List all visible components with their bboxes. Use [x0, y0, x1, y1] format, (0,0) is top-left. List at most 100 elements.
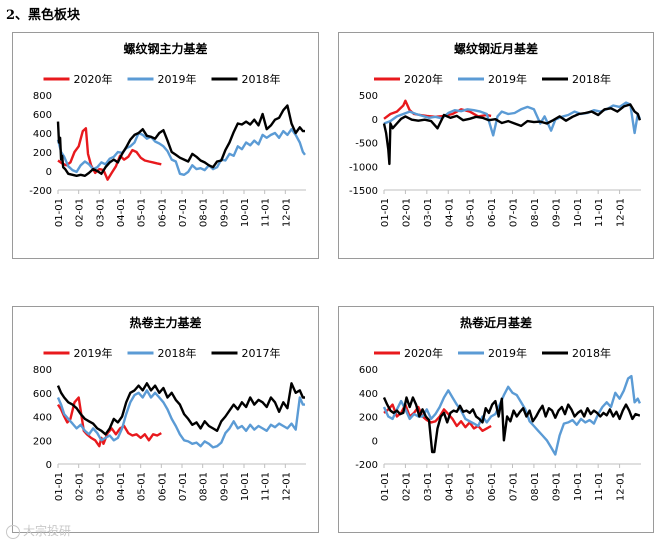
y-tick-label-2: 400: [33, 413, 52, 424]
series-line-2: [382, 396, 641, 454]
watermark-text: 大宗投研: [23, 524, 72, 538]
x-tick-label-2: 03-01: [95, 472, 106, 501]
x-tick-label-9: 10-01: [573, 472, 584, 501]
y-tick-label-4: 600: [359, 365, 378, 376]
x-tick-label-7: 08-01: [199, 472, 210, 501]
section-heading: 2、黑色板块: [6, 8, 81, 23]
y-tick-label-0: -200: [355, 460, 378, 471]
y-tick-label-2: 200: [359, 413, 378, 424]
x-tick-label-0: 01-01: [380, 198, 391, 227]
x-tick-label-7: 08-01: [530, 198, 541, 227]
series-line-1: [382, 374, 641, 456]
x-tick-label-5: 06-01: [487, 472, 498, 501]
watermark: 大宗投研: [6, 522, 71, 539]
x-tick-label-3: 04-01: [116, 472, 127, 501]
x-tick-label-3: 04-01: [444, 198, 455, 227]
series-line-2: [56, 382, 305, 436]
x-tick-label-9: 10-01: [240, 472, 251, 501]
x-tick-label-4: 05-01: [466, 198, 477, 227]
chart-panel-hrc-nearby-basis: 热卷近月基差 2020年 2019年 2018年 -200 0 200 400 600 01-01…: [338, 306, 654, 533]
series-line-1: [56, 389, 305, 449]
y-tick-label-0: -200: [29, 186, 52, 197]
x-tick-label-10: 11-01: [594, 472, 605, 501]
y-tick-label-3: 400: [33, 129, 52, 140]
legend-label-1: 2019年: [488, 72, 527, 86]
chart-svg: 螺纹钢近月基差 2020年 2019年 2018年 -1500 -1000 -500 0 500…: [349, 41, 642, 227]
series-line-0: [383, 99, 492, 120]
legend-label-0: 2019年: [74, 346, 113, 360]
x-tick-label-11: 12-01: [281, 198, 292, 227]
legend-label-0: 2020年: [404, 346, 443, 360]
series-line-0: [56, 396, 162, 448]
x-tick-label-5: 06-01: [157, 198, 168, 227]
y-tick-label-2: 200: [33, 148, 52, 159]
x-tick-label-4: 05-01: [466, 472, 477, 501]
legend-label-2: 2018年: [242, 72, 281, 86]
series-line-0: [383, 403, 492, 432]
chart-title: 螺纹钢近月基差: [454, 41, 538, 56]
legend-label-1: 2018年: [158, 346, 197, 360]
x-tick-label-1: 02-01: [401, 472, 412, 501]
x-tick-label-8: 09-01: [551, 472, 562, 501]
x-tick-label-10: 11-01: [261, 198, 272, 227]
x-tick-label-10: 11-01: [594, 198, 605, 227]
legend-label-1: 2019年: [158, 72, 197, 86]
y-tick-label-5: 800: [33, 91, 52, 102]
chart-title: 螺纹钢主力基差: [123, 41, 207, 56]
x-tick-label-7: 08-01: [530, 472, 541, 501]
x-tick-label-1: 02-01: [401, 198, 412, 227]
y-tick-label-1: 0: [372, 436, 378, 447]
x-tick-label-4: 05-01: [137, 472, 148, 501]
x-tick-label-1: 02-01: [75, 472, 86, 501]
y-tick-label-4: 800: [33, 365, 52, 376]
x-tick-label-6: 07-01: [178, 472, 189, 501]
x-tick-label-9: 10-01: [240, 198, 251, 227]
chart-panel-rebar-nearby-basis: 螺纹钢近月基差 2020年 2019年 2018年 -1500 -1000 -500 0 500…: [338, 32, 654, 259]
x-tick-label-2: 03-01: [423, 472, 434, 501]
x-tick-label-3: 04-01: [444, 472, 455, 501]
x-tick-label-10: 11-01: [261, 472, 272, 501]
legend-label-0: 2020年: [74, 72, 113, 86]
series-line-2: [382, 103, 642, 166]
x-tick-label-5: 06-01: [487, 198, 498, 227]
series-line-0: [57, 127, 162, 181]
x-tick-label-1: 02-01: [75, 198, 86, 227]
x-tick-label-11: 12-01: [281, 472, 292, 501]
x-tick-label-4: 05-01: [137, 198, 148, 227]
x-tick-label-11: 12-01: [616, 198, 627, 227]
y-tick-label-3: 400: [359, 389, 378, 400]
chart-svg: 螺纹钢主力基差 2020年 2019年 2018年 -200 0 200 400 600 800 0…: [29, 41, 306, 227]
legend-label-1: 2019年: [488, 346, 527, 360]
y-tick-label-4: 500: [359, 91, 378, 102]
x-tick-label-9: 10-01: [573, 198, 584, 227]
x-tick-label-5: 06-01: [157, 472, 168, 501]
y-tick-label-2: -500: [355, 139, 378, 150]
chart-panel-hrc-main-basis: 热卷主力基差 2019年 2018年 2017年 0 200 400 600 800 01-01 0…: [12, 306, 319, 533]
y-tick-label-1: 0: [46, 167, 52, 178]
x-tick-label-0: 01-01: [54, 198, 65, 227]
x-tick-label-8: 09-01: [219, 472, 230, 501]
x-tick-label-3: 04-01: [116, 198, 127, 227]
chart-svg: 热卷主力基差 2019年 2018年 2017年 0 200 400 600 800 01-01 0…: [33, 315, 306, 501]
series-line-2: [56, 104, 305, 177]
x-tick-label-8: 09-01: [551, 198, 562, 227]
y-tick-label-3: 600: [33, 389, 52, 400]
y-tick-label-0: -1500: [349, 186, 378, 197]
legend-label-2: 2018年: [572, 72, 611, 86]
legend-label-2: 2017年: [242, 346, 281, 360]
x-tick-label-6: 07-01: [509, 198, 520, 227]
chart-panel-rebar-main-basis: 螺纹钢主力基差 2020年 2019年 2018年 -200 0 200 400 600 800 0…: [12, 32, 319, 259]
x-tick-label-6: 07-01: [509, 472, 520, 501]
chart-title: 热卷主力基差: [129, 315, 201, 330]
y-tick-label-0: 0: [46, 460, 52, 471]
x-tick-label-7: 08-01: [199, 198, 210, 227]
x-tick-label-0: 01-01: [54, 472, 65, 501]
y-tick-label-1: 200: [33, 436, 52, 447]
chart-svg: 热卷近月基差 2020年 2019年 2018年 -200 0 200 400 600 01-01…: [355, 315, 641, 501]
x-tick-label-11: 12-01: [616, 472, 627, 501]
series-line-1: [56, 127, 306, 176]
y-tick-label-1: -1000: [349, 162, 378, 173]
x-tick-label-8: 09-01: [219, 198, 230, 227]
x-tick-label-2: 03-01: [423, 198, 434, 227]
legend-label-0: 2020年: [404, 72, 443, 86]
